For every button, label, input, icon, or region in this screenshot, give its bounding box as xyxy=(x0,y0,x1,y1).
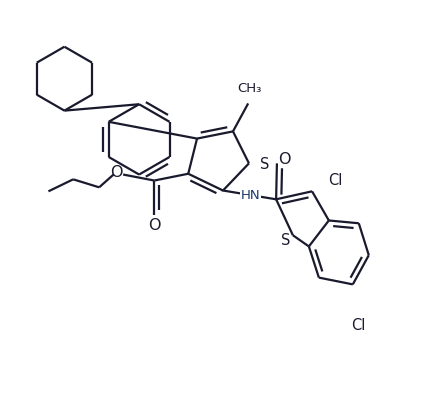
Text: Cl: Cl xyxy=(352,318,366,333)
Text: O: O xyxy=(110,165,123,180)
Text: S: S xyxy=(282,233,291,248)
Text: O: O xyxy=(148,218,160,233)
Text: CH₃: CH₃ xyxy=(237,82,262,95)
Text: S: S xyxy=(260,157,270,172)
Text: HN: HN xyxy=(241,189,261,202)
Text: Cl: Cl xyxy=(328,173,343,188)
Text: O: O xyxy=(278,152,290,167)
